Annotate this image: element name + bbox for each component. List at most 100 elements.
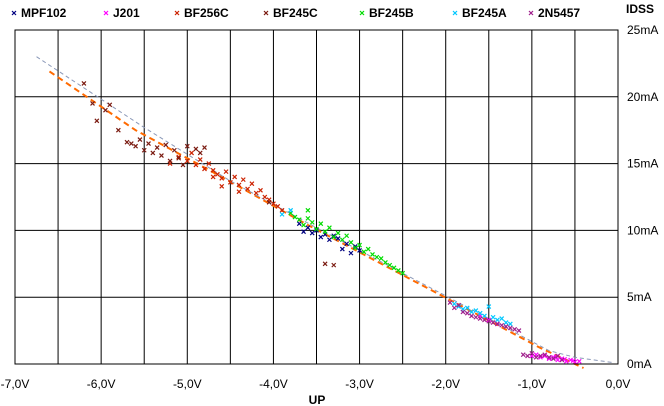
data-point-bf245a (482, 313, 487, 319)
legend-marker (359, 10, 365, 16)
data-point-2n5457 (525, 353, 530, 359)
data-point-2n5457 (542, 352, 548, 358)
data-point-bf245a (507, 321, 513, 327)
data-point-2n5457 (520, 352, 526, 358)
data-point-bf245b (370, 252, 375, 257)
data-point-2n5457 (482, 317, 487, 323)
data-point-bf256c (206, 161, 212, 167)
data-point-bf245c (141, 147, 147, 153)
data-point-2n5457 (503, 324, 509, 330)
data-point-bf245c (81, 81, 87, 86)
x-tick-label: -2,0V (431, 377, 460, 391)
data-point-bf245b (344, 233, 350, 239)
legend-label: BF256C (184, 6, 229, 20)
data-point-bf256c (240, 177, 246, 183)
data-point-bf245b (305, 215, 311, 221)
legend: MPF102 J201 BF256C BF245C BF245B BF245A 2N5457 (11, 6, 580, 20)
x-tick-label: -7,0V (1, 377, 30, 391)
data-point-bf256c (262, 194, 268, 200)
data-point-2n5457 (473, 314, 479, 320)
data-point-bf245c (154, 145, 160, 150)
legend-item-j201: J201 (103, 6, 140, 20)
data-point-bf256c (279, 207, 285, 213)
data-point-mpf102 (309, 230, 315, 236)
data-point-bf245b (348, 239, 354, 245)
data-point-mpf102 (326, 237, 332, 243)
data-point-j201 (538, 354, 543, 360)
data-point-bf245b (361, 249, 367, 255)
data-point-bf245a (490, 314, 496, 320)
data-point-mpf102 (296, 221, 302, 227)
data-point-bf245b (305, 207, 311, 213)
legend-label: BF245A (462, 6, 507, 20)
legend-item-mpf102: MPF102 (11, 6, 67, 20)
legend-marker (174, 10, 180, 16)
data-point-mpf102 (318, 234, 324, 240)
y-tick-labels: 0mA 5mA 10mA 15mA 20mA 25mA (627, 23, 658, 371)
data-point-bf245c (202, 145, 207, 150)
data-point-bf256c (258, 187, 263, 193)
legend-item-bf245b: BF245B (359, 6, 414, 20)
data-point-bf256c (219, 183, 225, 189)
y-tick-label: 20mA (627, 90, 658, 104)
data-point-j201 (576, 358, 582, 364)
data-point-bf256c (223, 169, 229, 175)
legend-item-2n5457: 2N5457 (528, 6, 580, 20)
data-point-bf245c (184, 143, 190, 149)
y-tick-label: 5mA (627, 290, 652, 304)
data-point-bf256c (236, 182, 242, 188)
data-point-2n5457 (516, 328, 522, 334)
legend-marker (452, 10, 458, 16)
data-point-2n5457 (451, 305, 457, 311)
y-axis-label: IDSS (626, 2, 654, 16)
data-point-bf245b (318, 221, 324, 227)
data-point-bf245a (456, 304, 462, 309)
data-point-2n5457 (490, 320, 496, 326)
data-point-bf245b (309, 219, 315, 225)
y-tick-label: 15mA (627, 157, 658, 171)
x-tick-label: -6,0V (87, 377, 116, 391)
data-point-bf245b (387, 262, 393, 268)
y-tick-label: 10mA (627, 223, 658, 237)
data-point-bf245b (314, 226, 319, 232)
data-point-bf245b (339, 237, 345, 243)
data-point-bf256c (219, 175, 225, 181)
data-point-bf245b (382, 260, 388, 265)
trend-line (36, 56, 614, 364)
data-point-bf245c (193, 146, 199, 152)
x-tick-label: -3,0V (345, 377, 374, 391)
data-point-mpf102 (301, 229, 307, 235)
data-point-bf256c (184, 158, 190, 164)
x-tick-label: -5,0V (173, 377, 202, 391)
data-point-bf245b (352, 245, 358, 251)
x-axis-label: UP (309, 393, 326, 406)
data-point-2n5457 (447, 300, 453, 305)
data-point-mpf102 (314, 227, 319, 233)
data-point-bf245a (451, 301, 457, 307)
data-point-bf245b (400, 270, 406, 276)
data-point-bf245c (180, 162, 186, 168)
data-point-bf245b (326, 225, 332, 231)
data-point-bf245c (103, 107, 108, 113)
trend-line (48, 70, 584, 369)
data-point-2n5457 (512, 326, 518, 332)
data-point-j201 (542, 353, 548, 359)
data-point-bf245a (486, 304, 492, 309)
data-point-bf256c (202, 166, 207, 172)
legend-marker (103, 10, 109, 16)
data-point-bf245b (292, 214, 298, 220)
data-point-bf245b (331, 234, 337, 240)
data-point-mpf102 (344, 241, 350, 247)
data-point-2n5457 (538, 353, 543, 359)
data-point-bf245b (378, 256, 384, 261)
data-point-mpf102 (305, 225, 311, 231)
data-point-bf245c (163, 142, 169, 148)
data-point-bf256c (253, 190, 259, 196)
data-point-2n5457 (486, 318, 492, 324)
data-point-mpf102 (352, 244, 358, 249)
data-point-2n5457 (477, 316, 483, 322)
data-point-bf256c (227, 179, 233, 185)
data-point-bf245c (128, 141, 134, 146)
data-point-bf256c (189, 150, 195, 156)
